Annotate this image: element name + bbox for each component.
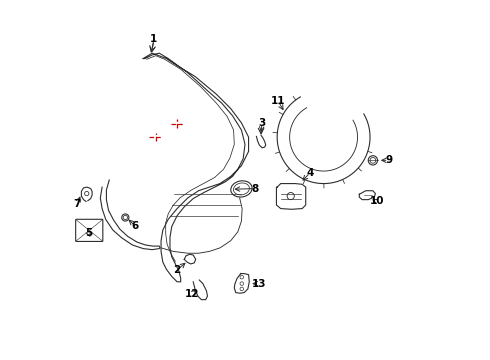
Text: 9: 9: [385, 156, 392, 165]
Text: 12: 12: [185, 289, 199, 298]
Text: 7: 7: [74, 199, 81, 209]
Text: 3: 3: [259, 118, 266, 128]
Text: 2: 2: [173, 265, 181, 275]
Text: 1: 1: [150, 34, 157, 44]
Text: 10: 10: [370, 197, 385, 206]
Text: 11: 11: [270, 96, 285, 106]
FancyBboxPatch shape: [75, 219, 103, 242]
Text: 6: 6: [131, 221, 139, 231]
Text: 13: 13: [252, 279, 267, 289]
Text: 4: 4: [306, 168, 314, 178]
Text: 8: 8: [251, 184, 259, 194]
Text: 5: 5: [85, 228, 92, 238]
